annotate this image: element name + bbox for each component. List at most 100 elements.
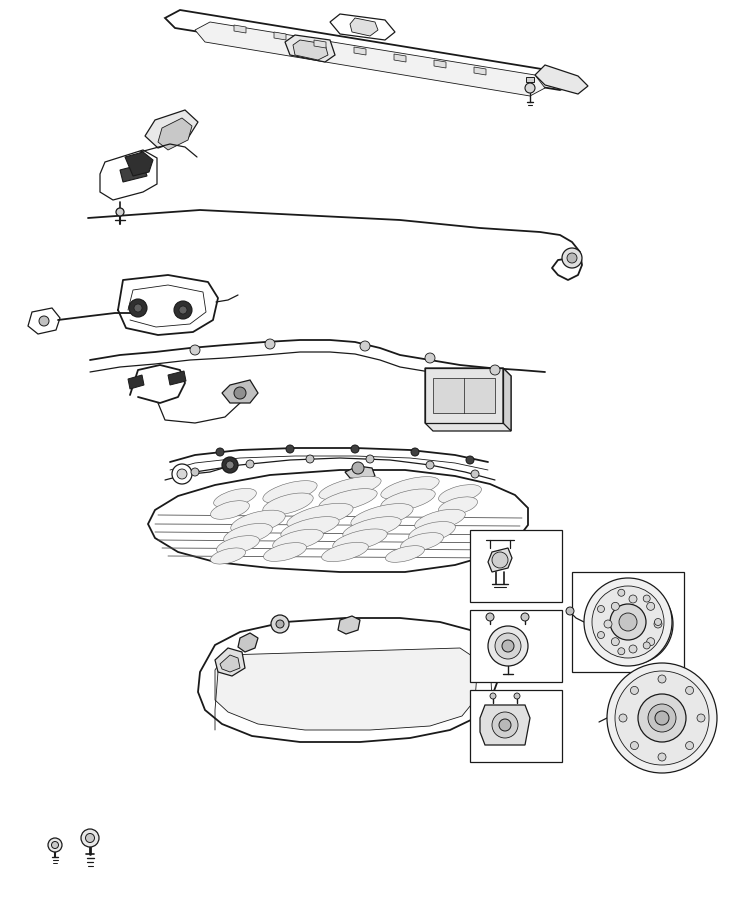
Polygon shape (165, 10, 575, 90)
Circle shape (502, 640, 514, 652)
Polygon shape (350, 18, 378, 36)
Bar (470, 530, 562, 602)
Polygon shape (535, 65, 588, 94)
Ellipse shape (281, 517, 339, 539)
Circle shape (352, 462, 364, 474)
Circle shape (351, 445, 359, 453)
Ellipse shape (213, 489, 256, 508)
Ellipse shape (408, 521, 456, 543)
Circle shape (129, 299, 147, 317)
Circle shape (172, 464, 192, 484)
Ellipse shape (210, 500, 250, 519)
Polygon shape (195, 22, 545, 96)
Circle shape (685, 687, 694, 695)
Polygon shape (338, 616, 360, 634)
Polygon shape (238, 633, 258, 652)
Bar (433, 378, 495, 413)
Circle shape (601, 592, 665, 656)
Circle shape (81, 829, 99, 847)
Circle shape (190, 345, 200, 355)
Circle shape (222, 457, 238, 473)
Circle shape (492, 712, 518, 738)
Circle shape (617, 608, 649, 640)
Ellipse shape (343, 517, 401, 539)
Circle shape (306, 455, 314, 463)
Polygon shape (434, 60, 446, 68)
Circle shape (647, 602, 655, 610)
Circle shape (629, 595, 637, 603)
Circle shape (655, 711, 669, 725)
Polygon shape (100, 150, 157, 200)
Circle shape (514, 693, 520, 699)
Polygon shape (394, 54, 406, 62)
Polygon shape (145, 110, 198, 148)
Ellipse shape (216, 536, 259, 554)
Circle shape (584, 578, 672, 666)
Circle shape (471, 470, 479, 478)
Circle shape (177, 469, 187, 479)
Ellipse shape (263, 481, 317, 503)
Circle shape (48, 838, 62, 852)
Polygon shape (314, 40, 326, 48)
Polygon shape (425, 368, 511, 431)
Ellipse shape (381, 489, 435, 511)
Circle shape (619, 613, 637, 631)
Circle shape (425, 353, 435, 363)
Circle shape (697, 714, 705, 722)
Circle shape (179, 306, 187, 314)
Circle shape (611, 638, 619, 645)
Circle shape (629, 645, 637, 653)
Circle shape (85, 833, 95, 842)
Circle shape (466, 456, 474, 464)
Circle shape (647, 638, 655, 645)
Circle shape (499, 719, 511, 731)
Circle shape (597, 632, 605, 638)
Circle shape (607, 663, 717, 773)
Polygon shape (158, 118, 192, 150)
Polygon shape (293, 40, 328, 60)
Circle shape (631, 687, 639, 695)
Circle shape (610, 604, 646, 640)
Circle shape (643, 642, 650, 649)
Circle shape (592, 586, 664, 658)
Circle shape (619, 714, 627, 722)
Polygon shape (285, 35, 335, 62)
Circle shape (246, 460, 254, 468)
Circle shape (643, 595, 650, 602)
Polygon shape (354, 47, 366, 55)
Circle shape (234, 387, 246, 399)
Circle shape (276, 620, 284, 628)
Circle shape (411, 448, 419, 456)
Bar (470, 610, 562, 682)
Polygon shape (474, 67, 486, 75)
Ellipse shape (273, 529, 323, 551)
Polygon shape (220, 655, 240, 672)
Circle shape (366, 455, 374, 463)
Ellipse shape (263, 493, 313, 515)
Circle shape (631, 742, 639, 750)
Polygon shape (198, 618, 500, 742)
Polygon shape (168, 371, 186, 385)
Bar (572, 572, 684, 672)
Circle shape (658, 753, 666, 761)
Circle shape (216, 448, 224, 456)
Ellipse shape (224, 524, 273, 544)
Circle shape (648, 704, 676, 732)
Circle shape (360, 341, 370, 351)
Circle shape (567, 253, 577, 263)
Circle shape (492, 552, 508, 568)
Polygon shape (526, 77, 534, 82)
Polygon shape (128, 375, 144, 389)
Circle shape (618, 590, 625, 597)
Polygon shape (125, 152, 153, 176)
Ellipse shape (210, 548, 245, 564)
Circle shape (286, 445, 294, 453)
Ellipse shape (287, 503, 353, 528)
Ellipse shape (439, 497, 477, 515)
Circle shape (174, 301, 192, 319)
Circle shape (562, 248, 582, 268)
Bar (470, 690, 562, 762)
Polygon shape (330, 14, 395, 40)
Ellipse shape (439, 484, 482, 503)
Ellipse shape (415, 509, 465, 531)
